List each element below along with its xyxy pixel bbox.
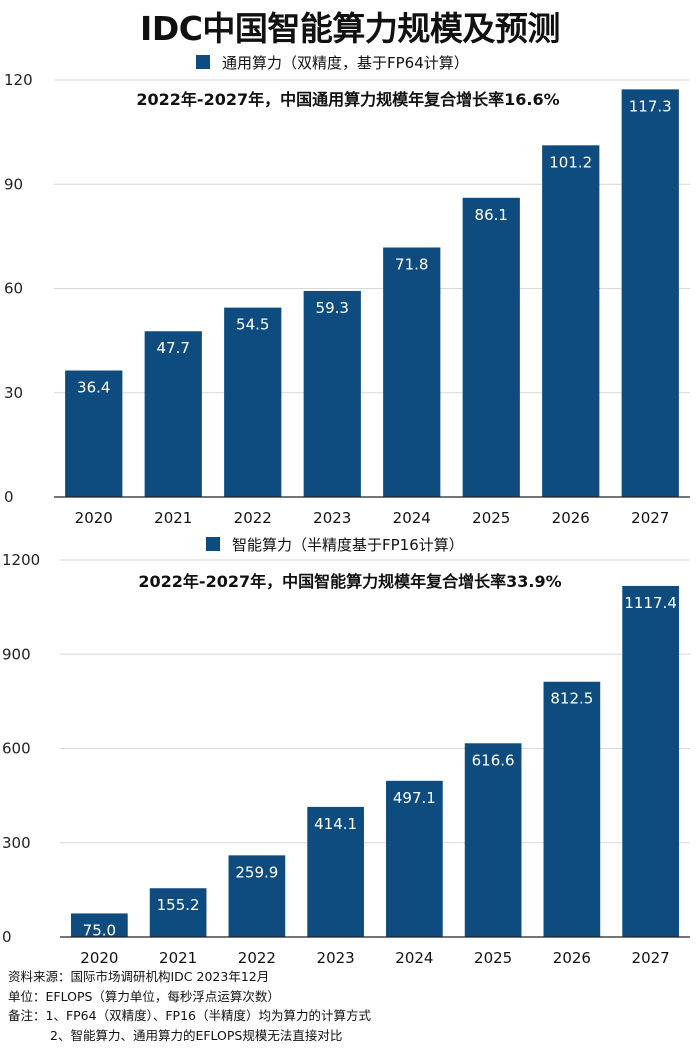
legend-label: 通用算力（双精度，基于FP64计算） (222, 54, 469, 72)
remark-note-1: 备注：1、FP64（双精度）、FP16（半精度）均为算力的计算方式 (8, 1008, 371, 1023)
bar (144, 331, 202, 497)
y-tick-label: 90 (4, 175, 23, 193)
bar (622, 585, 679, 937)
x-category-label: 2021 (154, 509, 192, 527)
general-compute-chart: 通用算力（双精度，基于FP64计算） 0 30 60 90 120 2022年-2027年，… (4, 54, 690, 527)
legend-swatch (206, 537, 220, 551)
footer-notes: 资料来源：国际市场调研机构IDC 2023年12月 单位：EFLOPS（算力单位… (8, 967, 698, 1045)
bar (386, 780, 443, 937)
bar-value-label: 117.3 (629, 97, 672, 115)
bar-value-label: 59.3 (316, 299, 349, 317)
legend-label: 智能算力（半精度基于FP16计算） (232, 536, 464, 554)
legend-swatch (196, 55, 210, 69)
x-category-label: 2026 (553, 949, 591, 967)
x-category-label: 2020 (80, 949, 118, 967)
bar-value-label: 101.2 (549, 153, 592, 171)
x-category-label: 2023 (313, 509, 351, 527)
x-category-label: 2027 (631, 509, 669, 527)
bar-value-label: 75.0 (83, 921, 116, 939)
bar (542, 145, 600, 497)
unit-note: 单位：EFLOPS（算力单位，每秒浮点运算次数） (8, 988, 280, 1004)
y-tick-label: 30 (4, 384, 23, 402)
bar-value-label: 812.5 (550, 690, 593, 708)
bar (307, 806, 364, 937)
x-category-label: 2022 (234, 509, 272, 527)
x-category-label: 2024 (393, 509, 431, 527)
x-category-label: 2026 (552, 509, 590, 527)
y-tick-label: 60 (4, 280, 23, 298)
bar (543, 681, 601, 937)
bar (303, 290, 361, 497)
x-category-label: 2025 (472, 509, 510, 527)
page-title: IDC中国智能算力规模及预测 (140, 9, 560, 48)
bar (383, 247, 441, 497)
y-tick-label: 300 (2, 834, 31, 852)
x-category-label: 2020 (75, 509, 113, 527)
bar-value-label: 36.4 (77, 379, 110, 397)
y-tick-label: 900 (2, 645, 31, 663)
bar (65, 370, 123, 497)
chart-title: 2022年-2027年，中国智能算力规模年复合增长率33.9% (138, 572, 561, 591)
x-category-label: 2022 (238, 949, 276, 967)
bar-value-label: 1117.4 (624, 594, 677, 612)
chart-title: 2022年-2027年，中国通用算力规模年复合增长率16.6% (136, 90, 559, 109)
remark-note-2: 2、智能算力、通用算力的EFLOPS规模无法直接对比 (50, 1027, 343, 1043)
y-tick-label: 0 (2, 928, 12, 946)
y-tick-label: 600 (2, 740, 31, 758)
bar-value-label: 497.1 (393, 789, 436, 807)
bar (462, 197, 520, 498)
bar-value-label: 414.1 (314, 815, 357, 833)
intelligent-compute-chart: 智能算力（半精度基于FP16计算） 0 300 600 900 1200 2022年-202… (2, 536, 690, 967)
bar-value-label: 155.2 (157, 896, 200, 914)
y-tick-label: 0 (4, 488, 14, 506)
bar (224, 307, 282, 497)
x-category-label: 2023 (317, 949, 355, 967)
bar-value-label: 54.5 (236, 316, 269, 334)
bar (621, 89, 679, 497)
y-tick-label: 120 (4, 71, 33, 89)
x-category-label: 2025 (474, 949, 512, 967)
bar (464, 743, 522, 937)
source-note: 资料来源：国际市场调研机构IDC 2023年12月 (8, 969, 270, 984)
bar-value-label: 259.9 (235, 863, 278, 881)
x-category-label: 2024 (395, 949, 433, 967)
x-category-label: 2027 (632, 949, 670, 967)
bar (149, 888, 207, 937)
bar (228, 855, 286, 937)
y-tick-label: 1200 (2, 551, 40, 569)
bar-value-label: 86.1 (475, 206, 508, 224)
bar-value-label: 71.8 (395, 255, 428, 273)
x-category-label: 2021 (159, 949, 197, 967)
bar-value-label: 47.7 (157, 339, 190, 357)
bar (71, 913, 128, 937)
bar-value-label: 616.6 (472, 751, 515, 769)
